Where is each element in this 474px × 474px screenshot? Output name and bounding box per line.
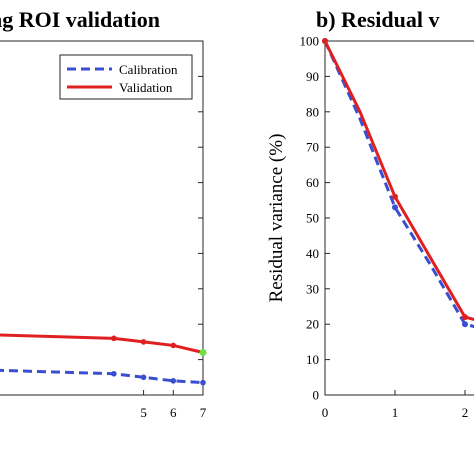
validation-point-b (392, 193, 398, 200)
calibration-point-a (140, 374, 147, 381)
calibration-line-b (323, 40, 474, 329)
legend-box (59, 54, 193, 100)
panel-a-x-tick-label: 7 (200, 405, 207, 420)
validation-point-a (140, 339, 147, 345)
validation-point-a (111, 335, 117, 342)
panel-b-series (322, 38, 474, 329)
panel-b-y-tick-label: 70 (306, 140, 319, 155)
panel-a: ng ROI validation 5 6 7 Calibration Valida… (0, 7, 207, 420)
panel-a-x-tick-label: 5 (140, 405, 147, 420)
panel-b-y-tick-label: 90 (306, 69, 319, 84)
panel-b-y-tick-label: 100 (300, 34, 320, 49)
validation-point-a (170, 342, 177, 349)
legend: Calibration Validation (59, 54, 193, 100)
panel-b-x-tick-label: 0 (322, 405, 329, 420)
panel-a-title: ng ROI validation (0, 7, 160, 32)
legend-calibration-label: Calibration (119, 62, 178, 77)
panel-b: b) Residual v Residual variance (%) 0102… (266, 7, 474, 420)
panel-b-title: b) Residual v (316, 7, 439, 32)
panel-b-y-tick-label: 0 (313, 388, 320, 403)
panel-b-y-tick-label: 10 (306, 352, 319, 367)
validation-line-b (323, 40, 474, 321)
calibration-point-a (200, 379, 206, 386)
panel-b-y-tick-label: 80 (306, 104, 319, 119)
calibration-point-b (392, 204, 398, 211)
validation-point-b (322, 38, 328, 44)
panel-b-y-tick-label: 40 (306, 246, 319, 261)
calibration-point-a (170, 378, 177, 384)
panel-b-y-tick-label: 60 (306, 175, 319, 190)
panel-b-x-tick-label: 2 (462, 405, 469, 420)
panel-b-y-tick-label: 20 (306, 317, 319, 332)
panel-a-x-tick-label: 6 (170, 405, 177, 420)
panel-a-ticks: 5 6 7 (140, 75, 207, 420)
calibration-point-a (111, 370, 117, 377)
panel-b-y-axis-label: Residual variance (%) (266, 134, 287, 303)
panel-b-y-tick-label: 50 (306, 211, 319, 226)
panel-a-series (0, 333, 207, 386)
validation-point-b (462, 314, 468, 321)
panel-b-ticks: 0 10 20 30 40 50 60 70 80 90 100 0 1 2 (300, 34, 469, 421)
calibration-point-b (462, 321, 468, 328)
highlight-point (199, 349, 207, 357)
legend-validation-label: Validation (119, 80, 173, 95)
panel-b-y-tick-label: 30 (306, 281, 319, 296)
panel-b-x-tick-label: 1 (392, 405, 399, 420)
